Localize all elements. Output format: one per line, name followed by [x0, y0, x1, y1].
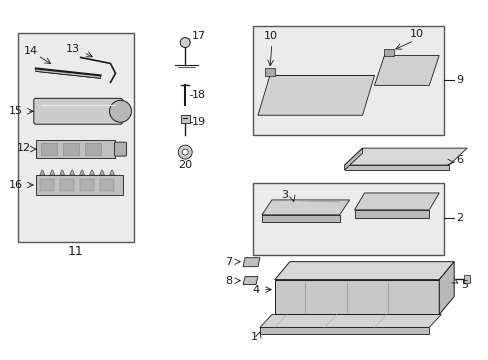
- Text: 13: 13: [65, 44, 80, 54]
- Text: 10: 10: [408, 28, 423, 39]
- Polygon shape: [374, 55, 438, 85]
- FancyBboxPatch shape: [114, 142, 126, 156]
- Bar: [84, 143, 101, 155]
- Bar: [80, 179, 93, 191]
- Polygon shape: [109, 170, 114, 175]
- Bar: [463, 275, 469, 283]
- Bar: [18, 32, 134, 242]
- Polygon shape: [36, 68, 101, 78]
- Text: 16: 16: [9, 180, 23, 190]
- Text: 15: 15: [9, 106, 23, 116]
- Polygon shape: [354, 193, 438, 210]
- Polygon shape: [260, 328, 428, 334]
- Polygon shape: [50, 170, 55, 175]
- Polygon shape: [69, 170, 75, 175]
- Circle shape: [182, 149, 188, 155]
- Bar: [384, 49, 394, 57]
- Polygon shape: [344, 165, 448, 170]
- Polygon shape: [60, 170, 64, 175]
- Text: 2: 2: [455, 213, 462, 223]
- Text: 11: 11: [68, 245, 83, 258]
- Text: 17: 17: [192, 31, 206, 41]
- Text: 19: 19: [192, 117, 206, 127]
- Text: 5: 5: [460, 280, 467, 289]
- Bar: [252, 183, 443, 255]
- Bar: [60, 179, 74, 191]
- Text: 20: 20: [178, 160, 192, 170]
- Bar: [252, 26, 443, 135]
- Polygon shape: [344, 148, 362, 170]
- Polygon shape: [262, 200, 349, 215]
- Text: 9: 9: [455, 75, 462, 85]
- Text: 12: 12: [17, 143, 31, 153]
- Text: 4: 4: [252, 284, 260, 294]
- Text: 3: 3: [281, 190, 288, 200]
- Bar: [36, 140, 115, 158]
- Bar: [62, 143, 79, 155]
- Polygon shape: [344, 148, 466, 165]
- Text: 6: 6: [455, 155, 462, 165]
- Polygon shape: [243, 276, 258, 285]
- Bar: [264, 68, 274, 76]
- Text: 14: 14: [24, 45, 38, 55]
- Polygon shape: [89, 170, 94, 175]
- Text: 18: 18: [192, 90, 206, 100]
- FancyBboxPatch shape: [34, 98, 122, 124]
- Polygon shape: [258, 75, 374, 115]
- Polygon shape: [274, 280, 438, 315]
- Bar: [40, 179, 54, 191]
- Polygon shape: [438, 262, 453, 315]
- Polygon shape: [40, 170, 45, 175]
- Polygon shape: [243, 258, 260, 267]
- Bar: [36, 175, 123, 195]
- Text: 1: 1: [250, 332, 258, 342]
- Circle shape: [178, 145, 192, 159]
- Circle shape: [109, 100, 131, 122]
- Circle shape: [180, 37, 190, 48]
- FancyBboxPatch shape: [181, 115, 189, 123]
- Polygon shape: [262, 215, 339, 222]
- Polygon shape: [260, 315, 440, 328]
- Polygon shape: [100, 170, 104, 175]
- Text: 7: 7: [224, 257, 232, 267]
- Bar: [100, 179, 113, 191]
- Text: 10: 10: [264, 31, 277, 41]
- Bar: [41, 143, 57, 155]
- Polygon shape: [354, 210, 428, 218]
- Polygon shape: [80, 170, 84, 175]
- Text: 8: 8: [224, 276, 232, 285]
- Polygon shape: [274, 262, 453, 280]
